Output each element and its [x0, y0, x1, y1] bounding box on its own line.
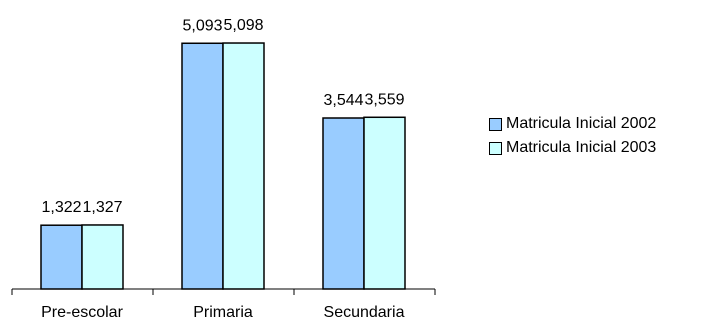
value-label-pre-escolar-2002: 1,322	[41, 199, 81, 216]
x-tick-label-secundaria: Secundaria	[324, 304, 405, 321]
legend-swatch-2002	[489, 117, 502, 131]
legend-label-2003: Matricula Inicial 2003	[506, 139, 657, 156]
x-tick-label-pre-escolar: Pre-escolar	[41, 304, 123, 321]
bar-primaria-2002	[181, 42, 224, 290]
legend-item-2003: Matricula Inicial 2003	[489, 136, 656, 160]
value-label-secundaria-2003: 3,559	[364, 91, 404, 108]
bar-secundaria-2003	[363, 116, 406, 290]
bars-group	[40, 42, 406, 290]
bar-primaria-2003	[222, 42, 265, 290]
value-label-pre-escolar-2003: 1,327	[82, 199, 122, 216]
legend-swatch-2003	[489, 141, 502, 155]
bar-pre-escolar-2002	[40, 224, 83, 290]
legend: Matricula Inicial 2002 Matricula Inicial…	[489, 112, 656, 160]
legend-label-2002: Matricula Inicial 2002	[506, 115, 657, 132]
x-tick-label-primaria: Primaria	[193, 304, 253, 321]
bar-secundaria-2002	[322, 117, 365, 290]
value-labels-group: 1,322 1,327 5,093 5,098 3,544 3,559	[41, 17, 404, 216]
value-label-primaria-2002: 5,093	[182, 17, 222, 34]
bar-pre-escolar-2003	[81, 224, 124, 290]
legend-item-2002: Matricula Inicial 2002	[489, 112, 656, 136]
value-label-secundaria-2002: 3,544	[323, 92, 363, 109]
value-label-primaria-2003: 5,098	[223, 17, 263, 34]
